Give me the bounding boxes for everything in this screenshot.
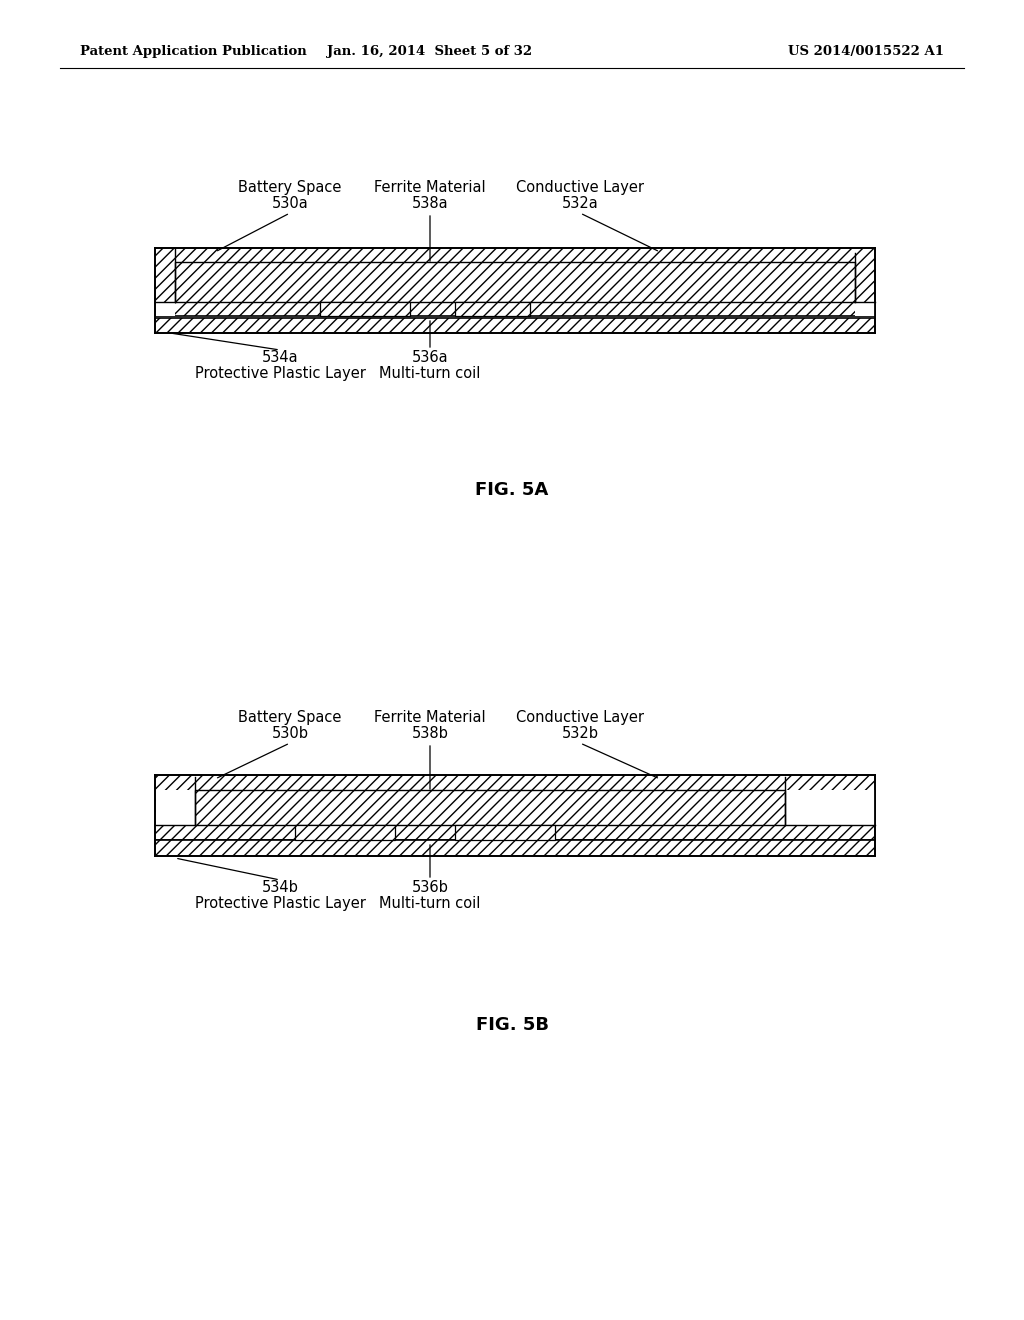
Text: 532a: 532a (561, 195, 598, 211)
FancyBboxPatch shape (455, 825, 555, 840)
Text: Battery Space: Battery Space (239, 180, 342, 195)
Text: Ferrite Material: Ferrite Material (374, 180, 485, 195)
Text: Jan. 16, 2014  Sheet 5 of 32: Jan. 16, 2014 Sheet 5 of 32 (328, 45, 532, 58)
Text: Protective Plastic Layer: Protective Plastic Layer (195, 896, 366, 911)
Text: Conductive Layer: Conductive Layer (516, 180, 644, 195)
Text: Ferrite Material: Ferrite Material (374, 710, 485, 725)
FancyBboxPatch shape (195, 789, 785, 825)
Text: 532b: 532b (561, 726, 598, 741)
FancyBboxPatch shape (855, 302, 874, 315)
Text: FIG. 5A: FIG. 5A (475, 480, 549, 499)
Text: 530b: 530b (271, 726, 308, 741)
FancyBboxPatch shape (155, 840, 874, 855)
FancyBboxPatch shape (455, 302, 530, 315)
Text: 536a: 536a (412, 350, 449, 366)
FancyBboxPatch shape (155, 248, 874, 315)
Text: 538a: 538a (412, 195, 449, 211)
FancyBboxPatch shape (785, 789, 874, 825)
Text: US 2014/0015522 A1: US 2014/0015522 A1 (788, 45, 944, 58)
Text: 538b: 538b (412, 726, 449, 741)
FancyBboxPatch shape (175, 261, 855, 302)
Text: Battery Space: Battery Space (239, 710, 342, 725)
FancyBboxPatch shape (319, 302, 410, 315)
Text: Conductive Layer: Conductive Layer (516, 710, 644, 725)
Text: 534b: 534b (261, 880, 298, 895)
FancyBboxPatch shape (156, 302, 175, 315)
FancyBboxPatch shape (155, 318, 874, 333)
Text: 534a: 534a (262, 350, 298, 366)
Text: Multi-turn coil: Multi-turn coil (379, 366, 480, 381)
Text: Multi-turn coil: Multi-turn coil (379, 896, 480, 911)
FancyBboxPatch shape (156, 789, 195, 825)
Text: Patent Application Publication: Patent Application Publication (80, 45, 307, 58)
Text: Protective Plastic Layer: Protective Plastic Layer (195, 366, 366, 381)
Text: FIG. 5B: FIG. 5B (475, 1016, 549, 1034)
FancyBboxPatch shape (155, 775, 874, 840)
Text: 536b: 536b (412, 880, 449, 895)
FancyBboxPatch shape (295, 825, 395, 840)
Text: 530a: 530a (271, 195, 308, 211)
